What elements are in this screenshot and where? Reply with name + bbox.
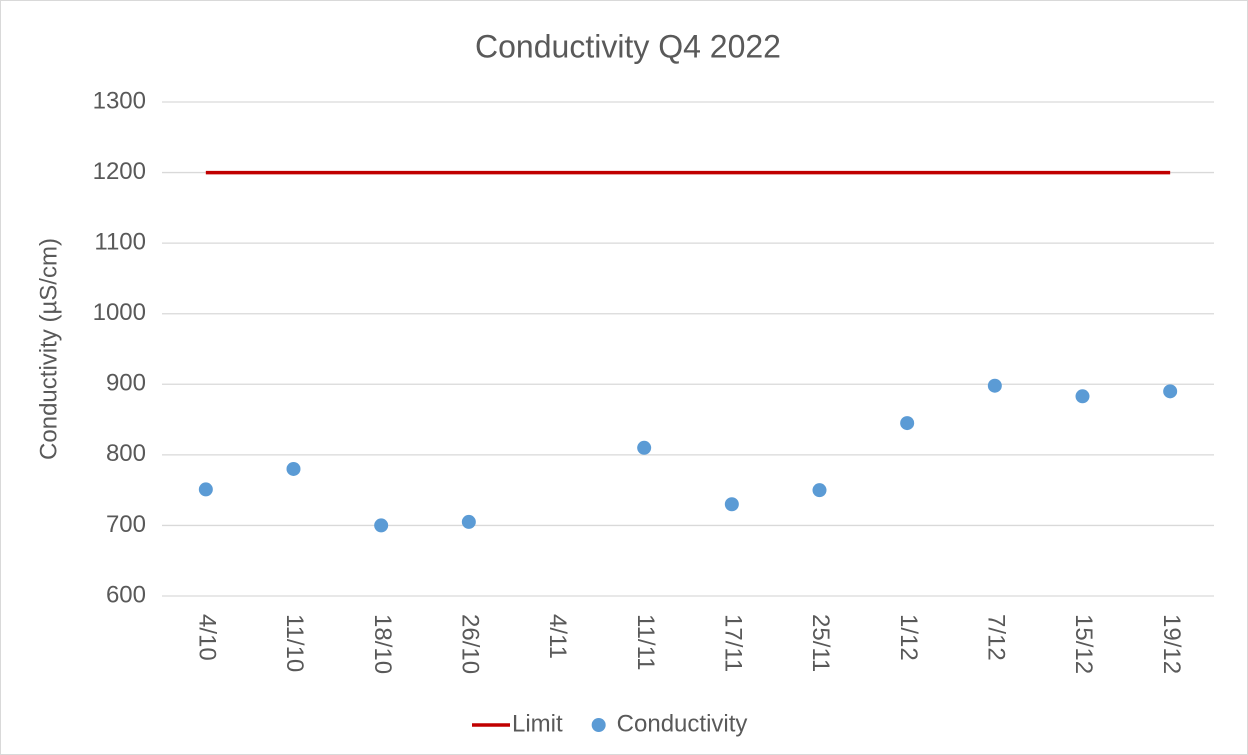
legend-label: Limit: [512, 710, 563, 737]
chart-title: Conductivity Q4 2022: [475, 28, 781, 64]
x-tick-label: 11/10: [281, 614, 308, 672]
y-tick-label: 700: [106, 511, 146, 538]
x-tick-label: 26/10: [456, 614, 483, 674]
legend-label: Conductivity: [617, 710, 748, 737]
data-point: [198, 482, 213, 497]
x-tick-label: 4/10: [193, 614, 220, 661]
y-tick-label: 800: [106, 440, 146, 467]
y-tick-label: 1000: [93, 299, 146, 326]
data-point: [1075, 389, 1090, 404]
x-tick-label: 25/11: [807, 614, 834, 672]
data-point: [374, 518, 389, 533]
data-point: [900, 416, 915, 431]
y-tick-label: 900: [106, 370, 146, 397]
y-tick-label: 1100: [94, 228, 146, 255]
data-point: [812, 483, 827, 498]
y-axis-label: Conductivity (µS/cm): [35, 238, 62, 460]
legend-swatch: [591, 718, 606, 732]
data-point: [987, 378, 1002, 393]
y-tick-label: 600: [106, 581, 146, 608]
data-point: [461, 514, 476, 529]
data-point: [1163, 384, 1178, 399]
x-tick-label: 11/11: [632, 614, 659, 671]
x-tick-label: 7/12: [982, 614, 1009, 661]
x-tick-label: 15/12: [1070, 614, 1097, 674]
y-tick-label: 1200: [93, 158, 146, 185]
x-tick-label: 19/12: [1158, 614, 1185, 674]
data-point: [637, 440, 652, 455]
y-tick-label: 1300: [93, 87, 146, 114]
data-point: [286, 461, 301, 476]
x-tick-label: 1/12: [895, 614, 922, 661]
x-tick-label: 17/11: [719, 614, 746, 672]
data-point: [724, 497, 739, 512]
x-tick-label: 4/11: [544, 614, 571, 659]
x-tick-label: 18/10: [369, 614, 396, 674]
